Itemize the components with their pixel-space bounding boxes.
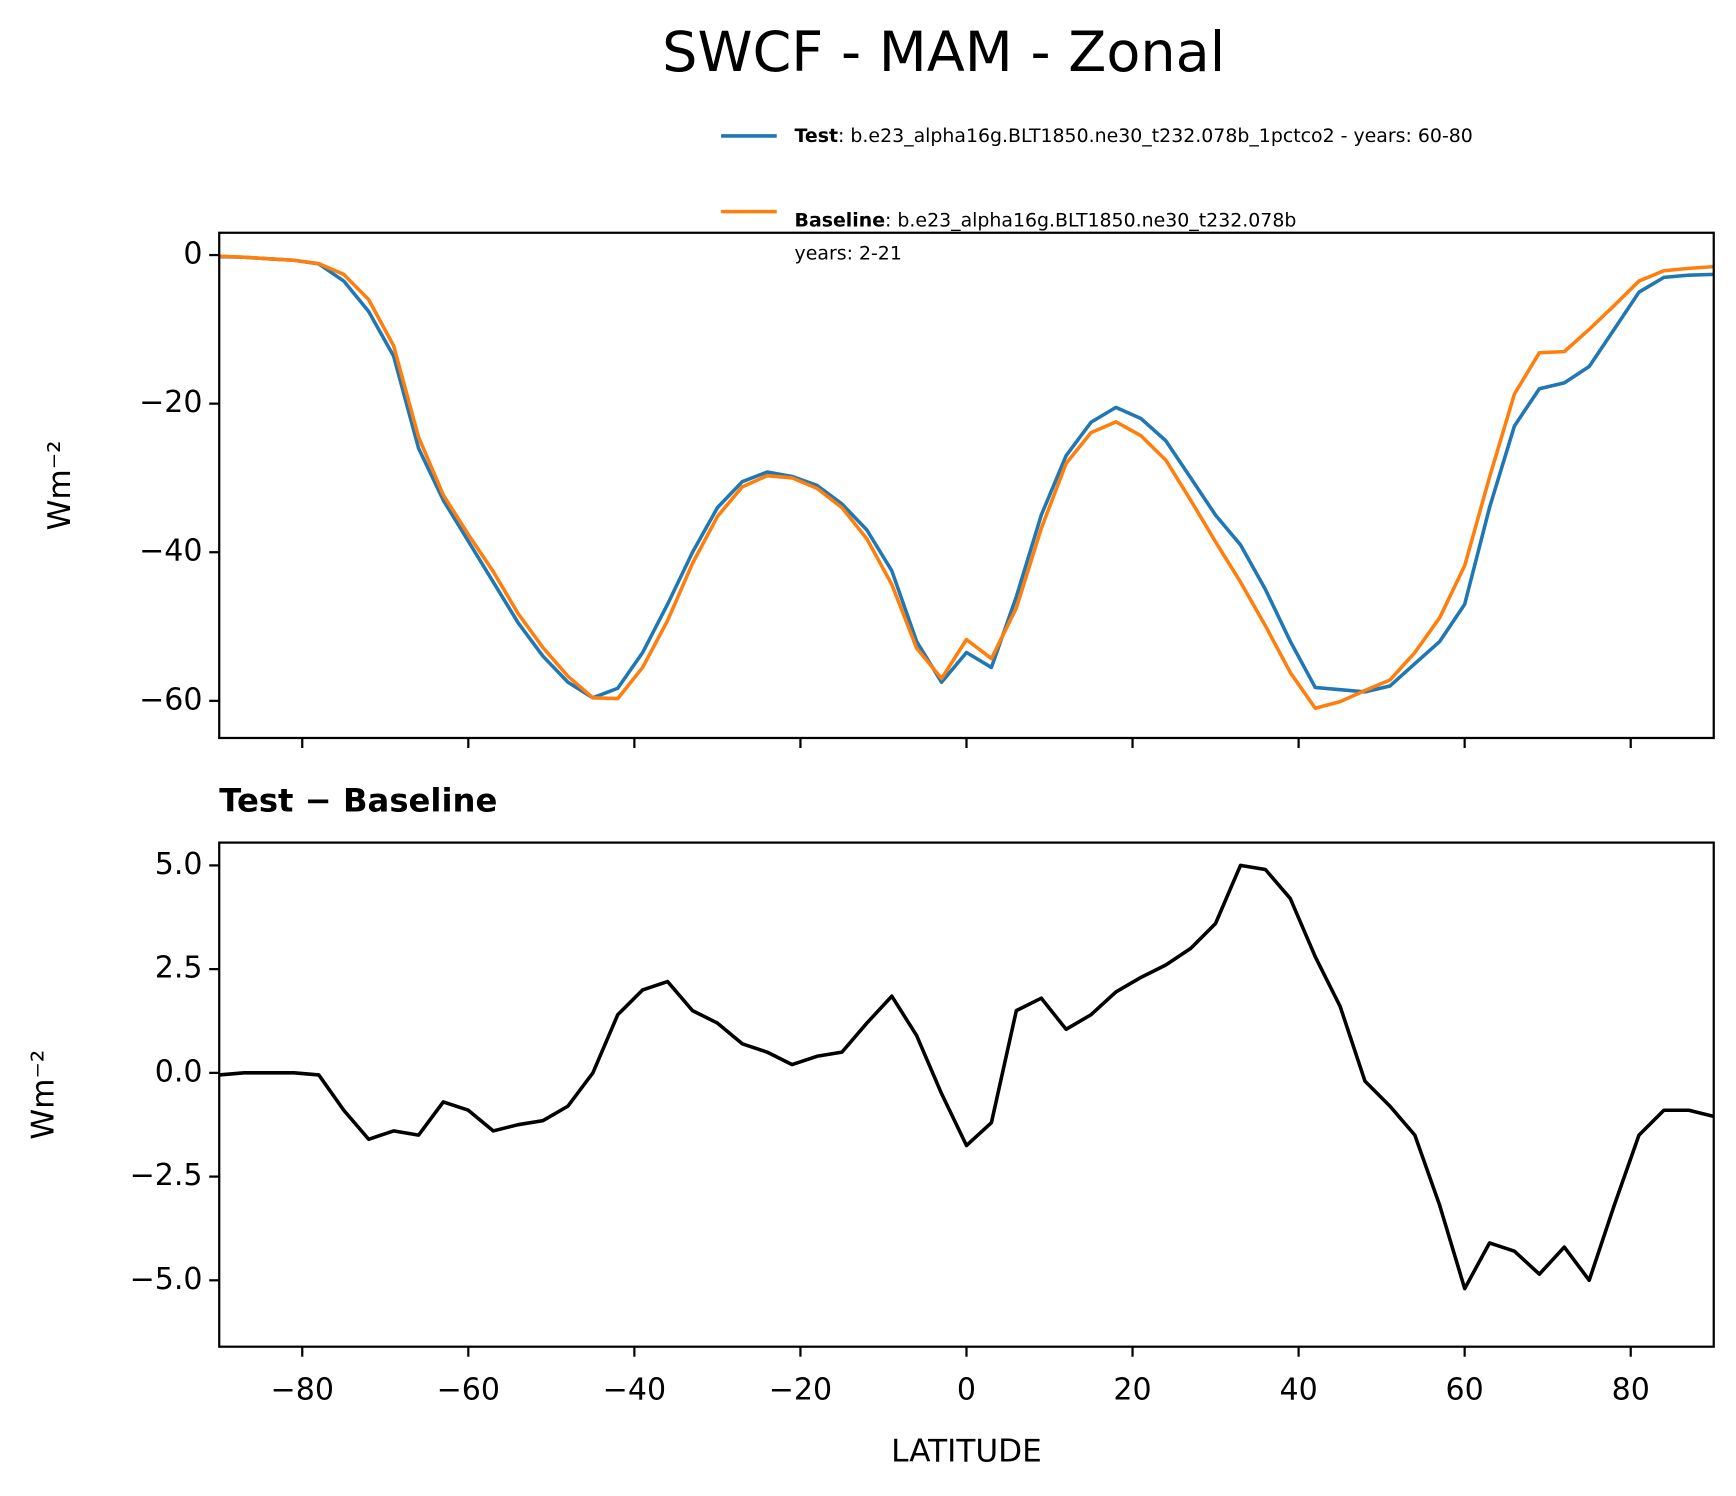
x-tick-label: 40 [1279,1373,1317,1408]
y-tick-label: 0 [183,237,202,272]
x-tick-label: −40 [603,1373,666,1408]
y-tick-label: −40 [139,534,202,569]
x-axis-label: LATITUDE [891,1433,1042,1469]
plot-frame [218,231,1715,740]
series-line [219,254,1714,711]
legend-entry: Baseline: b.e23_alpha16g.BLT1850.ne30_t2… [795,209,1297,231]
legend-name: Baseline [795,209,886,231]
y-tick-label: 5.0 [155,847,203,882]
y-axis-label: Wm⁻² [42,440,78,530]
series-line [219,863,1714,1291]
x-tick-label: −80 [271,1373,334,1408]
figure-title: SWCF - MAM - Zonal [662,20,1225,85]
x-tick-label: 60 [1446,1373,1484,1408]
legend-description: : b.e23_alpha16g.BLT1850.ne30_t232.078b_… [838,124,1473,146]
panel-title: Test − Baseline [219,782,497,820]
y-tick-label: 2.5 [155,951,203,986]
y-tick-label: 0.0 [155,1054,203,1089]
x-tick-label: −60 [437,1373,500,1408]
y-tick-label: −60 [139,682,202,717]
y-axis-label: Wm⁻² [26,1050,62,1140]
x-tick-label: 0 [957,1373,976,1408]
y-tick-label: −5.0 [130,1262,203,1297]
y-tick-label: −2.5 [130,1158,203,1193]
legend-description: : b.e23_alpha16g.BLT1850.ne30_t232.078b [885,209,1296,231]
legend-description: years: 2-21 [795,242,902,264]
x-tick-label: 20 [1113,1373,1151,1408]
y-tick-label: −20 [139,385,202,420]
plot-frame [218,841,1715,1348]
x-tick-label: −20 [769,1373,832,1408]
legend-name: Test [795,124,839,146]
legend-entry: Test: b.e23_alpha16g.BLT1850.ne30_t232.0… [795,124,1473,146]
series-line [219,254,1714,700]
x-tick-label: 80 [1612,1373,1650,1408]
